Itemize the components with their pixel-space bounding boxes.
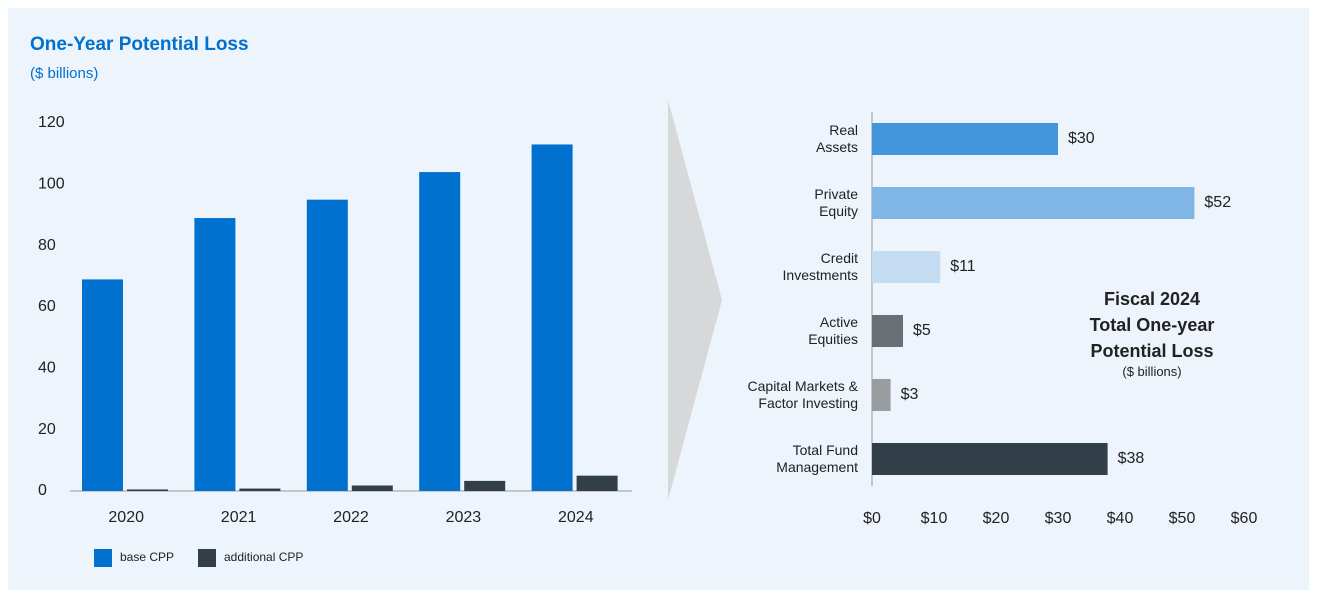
- y-tick-label: 100: [38, 176, 65, 193]
- bar: [464, 480, 506, 491]
- bar: [872, 251, 941, 283]
- y-tick-label: Active Equities: [808, 314, 858, 347]
- bar: [872, 123, 1058, 155]
- x-tick-label: $10: [921, 510, 948, 527]
- x-tick-label: $40: [1107, 510, 1134, 527]
- legend-swatch: [198, 549, 216, 567]
- bar: [127, 489, 168, 491]
- y-tick-label: 80: [38, 237, 56, 254]
- y-tick-label: Credit Investments: [782, 250, 858, 283]
- value-label: $30: [1068, 130, 1095, 147]
- bar: [419, 172, 461, 492]
- y-tick-label: 120: [38, 114, 65, 131]
- y-tick-label: Real Assets: [815, 122, 858, 155]
- chart-subtitle: ($ billions): [30, 65, 98, 82]
- bar: [872, 379, 891, 411]
- legend-label: additional CPP: [224, 550, 303, 564]
- value-label: $38: [1118, 450, 1145, 467]
- x-tick-label: $50: [1169, 510, 1196, 527]
- bar: [306, 199, 348, 491]
- legend-swatch: [94, 549, 112, 567]
- x-tick-label: 2022: [333, 509, 369, 526]
- x-tick-label: 2024: [558, 509, 594, 526]
- x-tick-label: $60: [1231, 510, 1258, 527]
- bar: [194, 218, 236, 492]
- value-label: $11: [950, 258, 976, 275]
- bar: [872, 315, 903, 347]
- y-tick-label: Private Equity: [814, 186, 858, 219]
- bar: [239, 488, 281, 491]
- y-tick-label: Total Fund Management: [776, 442, 858, 475]
- bar: [576, 475, 618, 491]
- value-label: $3: [901, 386, 919, 403]
- x-tick-label: $0: [863, 510, 881, 527]
- chart-title: One-Year Potential Loss: [30, 34, 249, 55]
- x-tick-label: 2020: [108, 509, 144, 526]
- x-tick-label: 2023: [446, 509, 482, 526]
- x-tick-label: 2021: [221, 509, 257, 526]
- bar: [872, 443, 1108, 475]
- bar: [872, 187, 1195, 219]
- arrow: [668, 100, 722, 500]
- value-label: $52: [1204, 194, 1231, 211]
- x-tick-label: $30: [1045, 510, 1072, 527]
- bar: [82, 279, 123, 491]
- y-tick-label: 20: [38, 421, 56, 438]
- value-label: $5: [913, 322, 931, 339]
- annotation-title: Fiscal 2024 Total One-year Potential Los…: [1089, 289, 1215, 361]
- bar: [531, 144, 573, 491]
- x-tick-label: $20: [983, 510, 1010, 527]
- annotation-subtitle: ($ billions): [1122, 364, 1182, 379]
- y-tick-label: 0: [38, 482, 47, 499]
- y-tick-label: 40: [38, 360, 56, 377]
- y-tick-label: 60: [38, 298, 56, 315]
- y-tick-label: Capital Markets & Factor Investing: [747, 378, 858, 411]
- bar: [351, 485, 393, 491]
- legend-label: base CPP: [120, 550, 174, 564]
